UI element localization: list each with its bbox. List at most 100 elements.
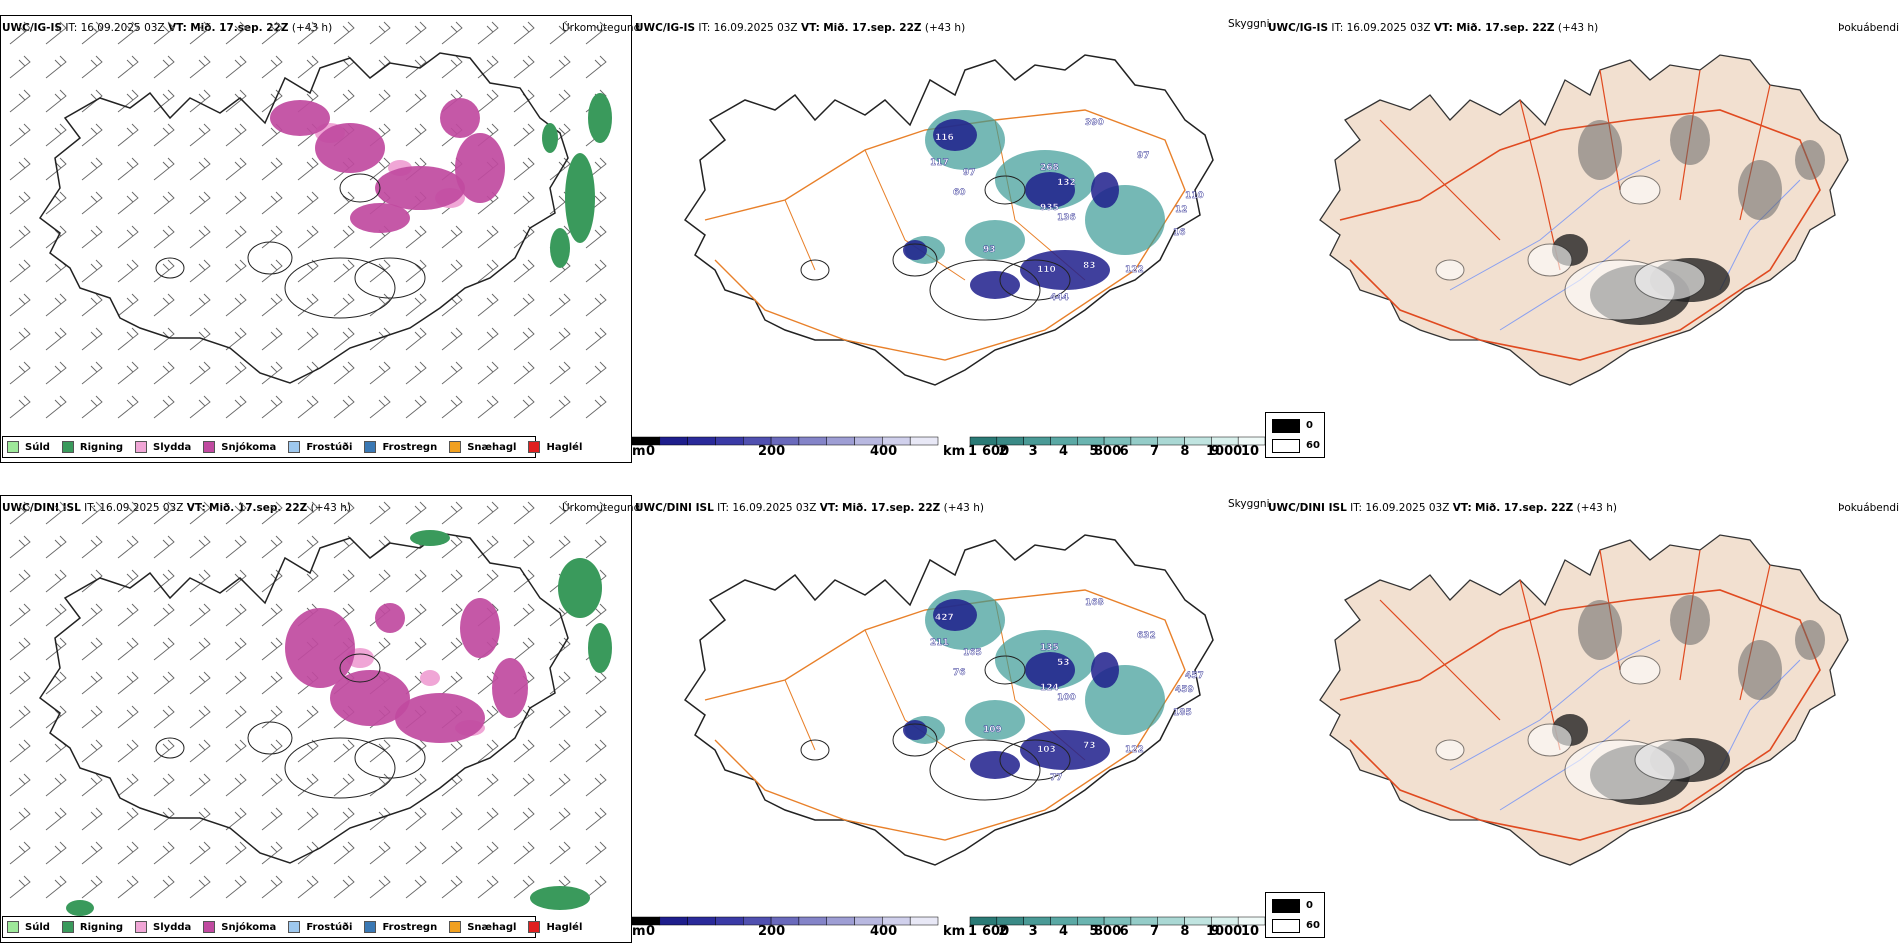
wind-barb [369, 327, 391, 351]
cloud-base-label: 117 [930, 158, 949, 168]
wind-barb [9, 21, 31, 45]
wind-barb [477, 501, 499, 525]
wind-barb [81, 225, 103, 249]
wind-barb [405, 361, 427, 385]
wind-barb [117, 875, 139, 899]
fog-panel-header-2: UWC/DINI ISL IT: 16.09.2025 03Z VT: Mið.… [1268, 502, 1617, 514]
wind-barb [405, 807, 427, 831]
height-colorbar-segment [909, 436, 939, 446]
wind-barb [9, 361, 31, 385]
rain-area [565, 153, 595, 243]
wind-barb [45, 569, 67, 593]
wind-barb [189, 225, 211, 249]
precip-panel-header-2: UWC/DINI ISL IT: 16.09.2025 03Z VT: Mið.… [2, 502, 351, 514]
precip-legend-label: Snjókoma [221, 921, 277, 933]
wind-barb [333, 501, 355, 525]
fog-legend-1: 0 60 [1265, 412, 1325, 458]
precip-title-2: Úrkomutegund [562, 502, 641, 514]
wind-barb [369, 501, 391, 525]
precip-legend-label: Snjókoma [221, 441, 277, 453]
wind-barb [549, 739, 571, 763]
model-name: UWC/DINI ISL [635, 502, 714, 514]
wind-barb [477, 841, 499, 865]
wind-barb [549, 773, 571, 797]
wind-barb [225, 21, 247, 45]
wind-barb [441, 569, 463, 593]
wind-barb [441, 293, 463, 317]
wind-barb [441, 603, 463, 627]
cloud-base-label: 132 [1057, 178, 1076, 188]
wind-barb [117, 569, 139, 593]
wind-barb [441, 807, 463, 831]
precip-legend-item: Snjókoma [203, 921, 276, 933]
wind-barb [261, 535, 283, 559]
wind-barb [225, 841, 247, 865]
model-name: UWC/IG-IS [635, 22, 696, 34]
wind-barb [369, 259, 391, 283]
wind-barb [153, 603, 175, 627]
wind-barb [261, 603, 283, 627]
wind-barb [153, 157, 175, 181]
snow-area [315, 123, 385, 173]
height-colorbar-segment [798, 436, 827, 446]
wind-barb [261, 773, 283, 797]
wind-barb [225, 637, 247, 661]
model-name: UWC/IG-IS [1268, 22, 1329, 34]
glacier-outline [155, 737, 185, 759]
precip-legend-item: Haglél [528, 441, 582, 453]
wind-barb [261, 395, 283, 419]
snow-area [375, 603, 405, 633]
fog-index-area [1795, 140, 1825, 180]
wind-barb [549, 89, 571, 113]
wind-barb [45, 841, 67, 865]
fog-title-1: Þokuábendi [1838, 22, 1899, 34]
low-cloud-area [1091, 652, 1119, 688]
wind-barb [513, 293, 535, 317]
vt-label: VT: [1452, 502, 1472, 514]
snow-area [460, 598, 500, 658]
wind-barb [297, 875, 319, 899]
wind-barb [81, 637, 103, 661]
wind-barb [477, 807, 499, 831]
wind-barb [117, 671, 139, 695]
wind-barb [81, 123, 103, 147]
wind-barb [81, 875, 103, 899]
cloud-base-label: 53 [1057, 658, 1070, 668]
cloud-base-label: 103 [1037, 745, 1056, 755]
wind-barb [225, 501, 247, 525]
wind-barb [585, 773, 607, 797]
coastline [1319, 54, 1849, 386]
wind-barb [441, 55, 463, 79]
wind-barb [405, 21, 427, 45]
fog-legend-swatch-0 [1272, 899, 1300, 913]
height-colorbar-segment [715, 436, 744, 446]
wind-barb [477, 55, 499, 79]
low-cloud-area [1025, 652, 1075, 688]
wind-barb [45, 501, 67, 525]
colorbar-tick-label: 8 [1180, 444, 1190, 459]
wind-barb [117, 361, 139, 385]
rain-area [410, 530, 450, 546]
wind-barb [333, 875, 355, 899]
wind-barb [9, 123, 31, 147]
vt-label: VT: [800, 22, 820, 34]
wind-barb [513, 157, 535, 181]
wind-barb [441, 535, 463, 559]
glacier-outline [284, 257, 396, 319]
wind-barb [585, 535, 607, 559]
vt-label: VT: [186, 502, 206, 514]
wind-barb [585, 293, 607, 317]
wind-barb [441, 225, 463, 249]
vt-value: Mið. 17.sep. 22Z [1456, 22, 1555, 34]
wind-barb [9, 569, 31, 593]
precip-map-group-2 [9, 501, 612, 916]
low-cloud-area [933, 119, 977, 151]
wind-barb [369, 841, 391, 865]
wind-barb [441, 637, 463, 661]
glacier-outline [1435, 739, 1465, 761]
cloud-base-label: 211 [930, 638, 949, 648]
wind-barb [225, 739, 247, 763]
wind-barb [261, 225, 283, 249]
wind-barb [405, 875, 427, 899]
wind-barb [297, 807, 319, 831]
